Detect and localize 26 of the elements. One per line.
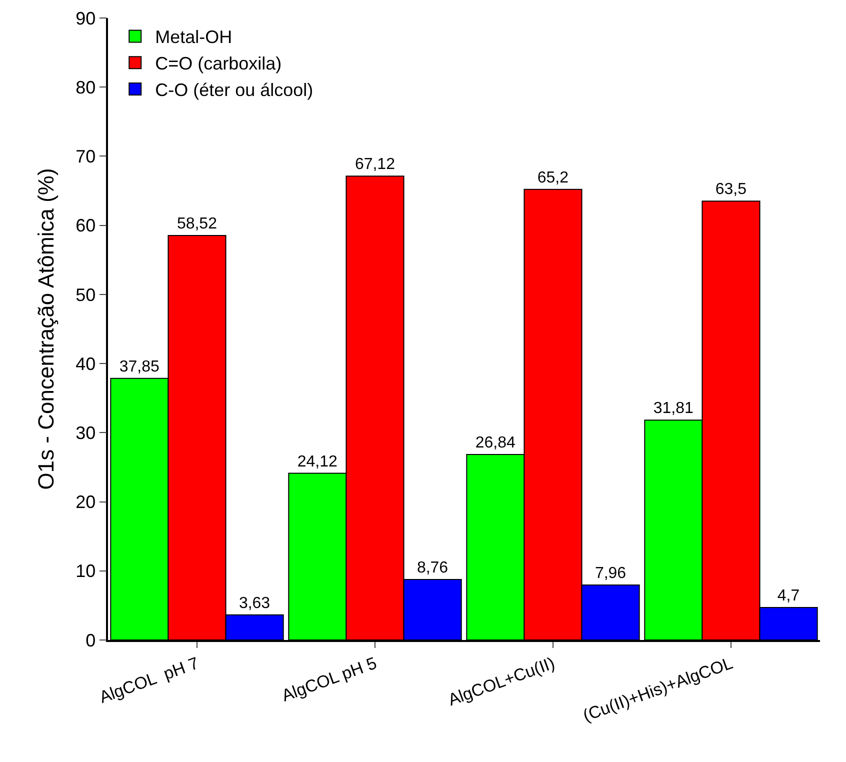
data-label: 3,63	[238, 594, 270, 612]
data-label: 24,12	[297, 453, 338, 470]
data-label: 7,96	[594, 564, 626, 582]
data-label: 63,5	[715, 181, 747, 198]
data-label: 31,81	[653, 400, 694, 418]
legend-label: C-O (éter ou álcool)	[155, 80, 314, 100]
legend-label: C=O (carboxila)	[155, 54, 282, 74]
data-label: 4,7	[777, 588, 800, 605]
data-label: 58,52	[176, 216, 218, 233]
y-tick-label: 0	[86, 630, 96, 650]
data-label: 65,2	[537, 169, 569, 186]
data-label: 26,84	[475, 434, 516, 452]
y-axis-title: O1s - Concentração Atômica (%)	[34, 168, 58, 490]
y-tick-label: 40	[76, 354, 96, 374]
y-tick-label: 80	[76, 77, 96, 98]
legend-label: Metal-OH	[155, 27, 232, 48]
data-label: 37,85	[119, 358, 160, 376]
y-tick-label: 20	[76, 492, 96, 512]
y-tick-label: 70	[76, 146, 96, 167]
y-tick-label: 50	[76, 284, 96, 305]
data-label: 8,76	[416, 559, 448, 576]
y-tick-label: 30	[76, 422, 96, 443]
data-label: 67,12	[354, 156, 396, 174]
y-tick-label: 90	[76, 8, 96, 28]
y-tick-label: 60	[76, 216, 96, 236]
y-tick-label: 10	[76, 561, 96, 582]
